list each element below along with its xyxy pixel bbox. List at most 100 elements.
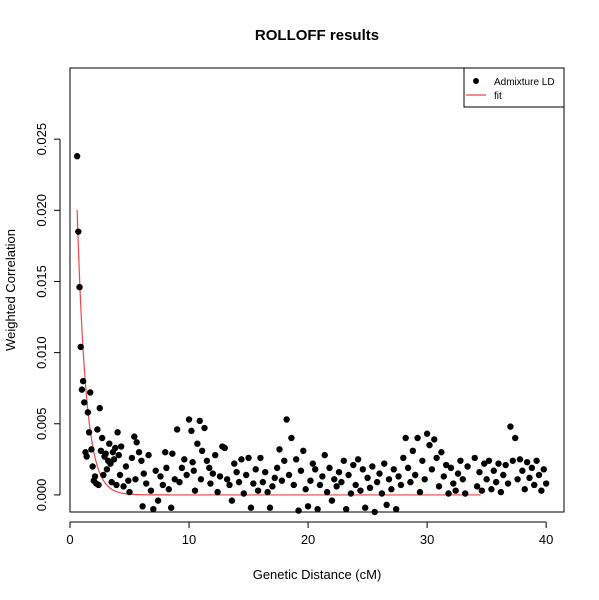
data-point [297, 467, 305, 474]
data-point [385, 476, 393, 483]
data-point [414, 434, 421, 442]
data-point [162, 449, 169, 456]
data-point [150, 505, 157, 513]
data-point [73, 153, 81, 160]
data-point [362, 504, 369, 511]
data-point [433, 454, 440, 462]
data-point [254, 487, 262, 494]
data-point [540, 466, 547, 473]
data-point [300, 447, 307, 455]
data-point [326, 464, 333, 472]
data-point [257, 454, 264, 462]
data-point [116, 471, 124, 479]
data-point [350, 461, 357, 469]
data-point [266, 504, 274, 511]
data-point [323, 488, 331, 496]
data-point [106, 440, 113, 447]
x-tick-label: 30 [420, 532, 434, 547]
data-point [400, 454, 407, 462]
data-point [96, 404, 103, 412]
data-point [171, 476, 178, 483]
legend-label-fit: fit [494, 91, 502, 102]
data-point [94, 426, 101, 433]
data-point [445, 490, 452, 497]
data-point [535, 471, 543, 479]
data-point [492, 478, 500, 486]
data-point [176, 478, 183, 486]
data-point [342, 505, 350, 513]
fit-line-layer [76, 210, 481, 496]
data-point [383, 501, 390, 509]
y-axis-label: Weighted Correlation [3, 229, 18, 351]
data-point [354, 456, 362, 463]
y-tick-label: 0.015 [34, 265, 49, 298]
data-point [88, 446, 95, 453]
data-point [285, 471, 293, 479]
data-point [528, 464, 536, 472]
data-point [419, 457, 426, 464]
data-point [115, 451, 123, 459]
data-point [335, 468, 343, 476]
data-point [91, 473, 99, 480]
x-axis: 0 10 20 30 40 [66, 521, 553, 547]
data-point [131, 433, 138, 440]
data-point [77, 343, 84, 351]
data-point [371, 508, 378, 516]
data-point [126, 488, 133, 496]
data-point [421, 476, 428, 483]
data-point [98, 434, 106, 442]
data-point [262, 468, 269, 476]
data-point [240, 490, 247, 497]
data-point [509, 457, 517, 464]
data-point [95, 481, 102, 489]
x-tick-label: 20 [301, 532, 315, 547]
data-point [347, 490, 355, 497]
data-point [231, 460, 238, 467]
data-point [190, 467, 197, 474]
data-point [140, 470, 147, 477]
data-point [366, 484, 374, 492]
data-point [500, 471, 507, 479]
data-point [203, 457, 211, 464]
data-point [117, 443, 125, 450]
data-point [464, 463, 471, 470]
data-point [488, 486, 495, 493]
data-point [516, 456, 524, 463]
data-point [373, 478, 381, 486]
data-point [369, 463, 376, 470]
data-point [278, 477, 286, 484]
data-point [112, 444, 119, 452]
data-point [189, 458, 196, 466]
data-point [185, 416, 193, 423]
data-point [364, 474, 371, 482]
data-point [264, 488, 271, 496]
data-point [85, 429, 93, 436]
data-point [407, 478, 414, 486]
legend-label-admixture: Admixture LD [494, 77, 555, 88]
legend: Admixture LD fit [463, 67, 565, 108]
data-point [238, 456, 245, 463]
data-point [120, 483, 127, 490]
data-point [450, 480, 457, 487]
data-point [216, 473, 224, 480]
data-point [142, 480, 150, 487]
data-point [145, 451, 152, 459]
data-point [103, 466, 111, 473]
data-point [102, 450, 109, 457]
data-point [163, 464, 170, 472]
data-point [252, 466, 259, 473]
data-point [409, 447, 417, 455]
data-point [542, 480, 550, 487]
data-point [376, 470, 383, 477]
data-point [122, 463, 130, 470]
data-point [423, 430, 431, 437]
data-point [79, 377, 87, 385]
data-point [183, 471, 190, 479]
data-point [431, 436, 438, 443]
data-point [290, 481, 297, 489]
data-point [533, 457, 540, 464]
data-point [502, 461, 509, 469]
data-point [302, 486, 309, 493]
data-point [452, 487, 459, 494]
data-point [438, 449, 445, 456]
